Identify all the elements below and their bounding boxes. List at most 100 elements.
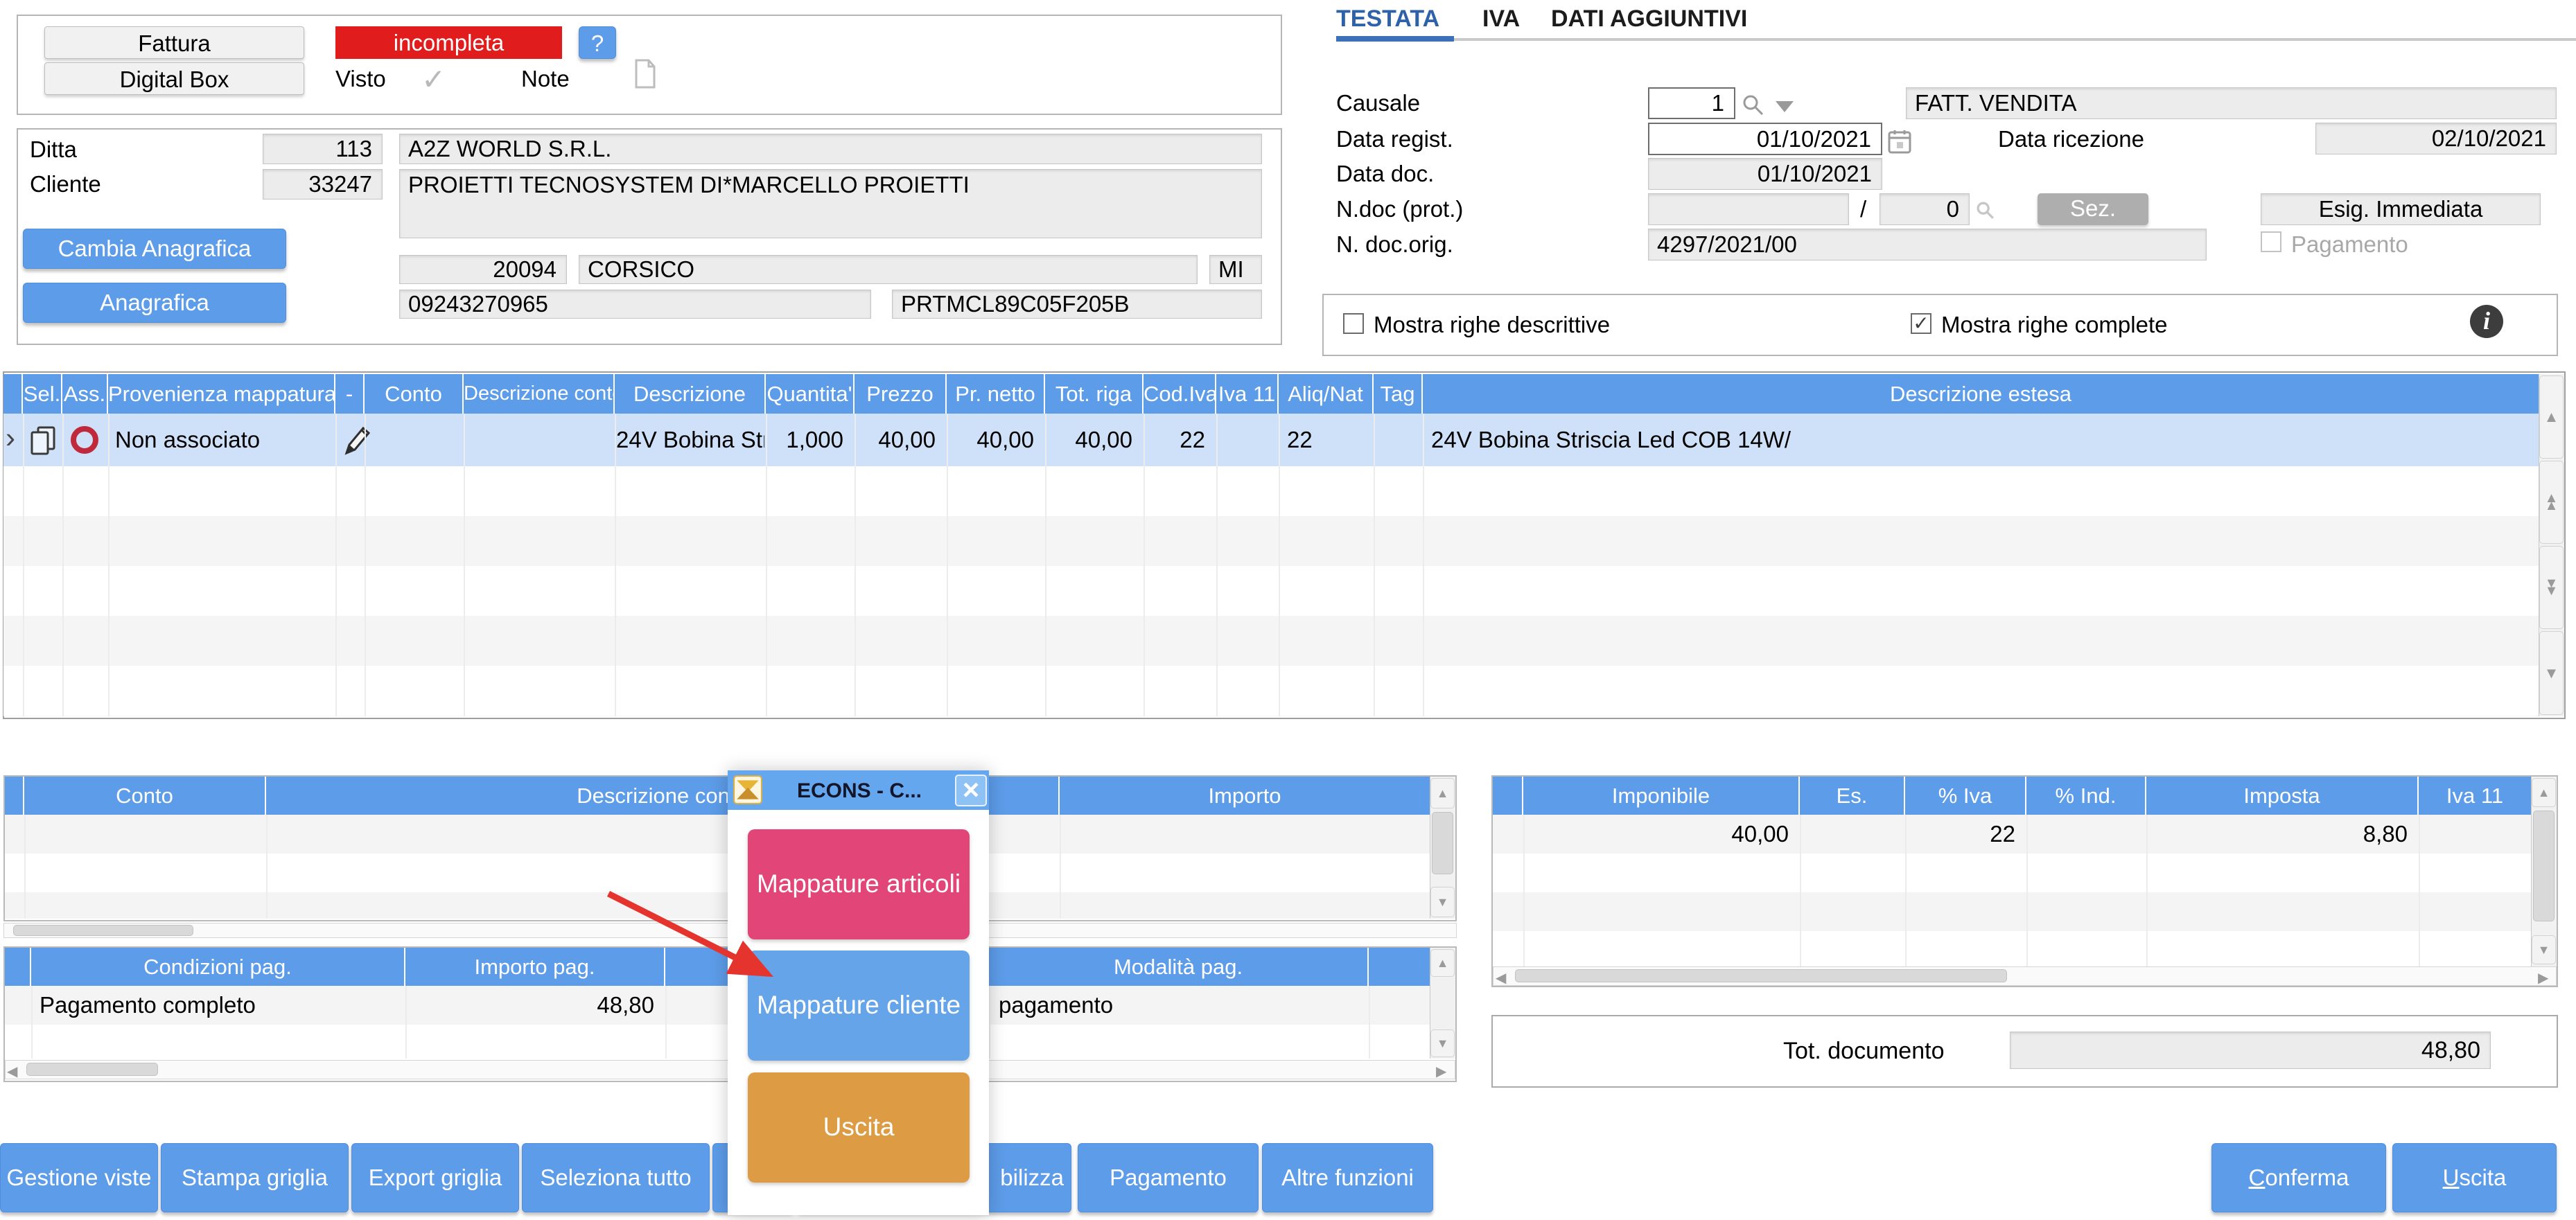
stampa-griglia-button[interactable]: Stampa griglia [161, 1143, 349, 1212]
fattura-button[interactable]: Fattura [44, 26, 304, 59]
grid-header-pr-netto[interactable]: Pr. netto [947, 374, 1045, 414]
iva-grid-header-iva11[interactable]: Iva 11 [2419, 777, 2531, 815]
cliente-name-field: PROIETTI TECNOSYSTEM DI*MARCELLO PROIETT… [399, 169, 1262, 238]
mappature-articoli-button[interactable]: Mappature articoli [748, 829, 970, 939]
anagrafica-button[interactable]: Anagrafica [23, 283, 286, 323]
causale-dropdown-icon[interactable] [1776, 101, 1794, 112]
dialog-close-icon[interactable]: × [955, 775, 987, 806]
mostra-descrittive-checkbox[interactable] [1343, 313, 1364, 334]
seleziona-tutto-button[interactable]: Seleziona tutto [522, 1143, 710, 1212]
scroll-page-up-icon[interactable]: ▲ ▲ [2539, 461, 2564, 544]
grid-header-aliq-nat[interactable]: Aliq/Nat [1279, 374, 1374, 414]
pagamenti-grid-header-end [1369, 948, 1430, 986]
scroll-up-icon[interactable]: ▲ [1430, 778, 1455, 808]
grid-header-quantita[interactable]: Quantita' [766, 374, 855, 414]
cliente-code-field[interactable]: 33247 [263, 169, 383, 200]
scrollbar-thumb[interactable] [26, 1063, 158, 1076]
grid-header-prezzo[interactable]: Prezzo [855, 374, 947, 414]
citta-field: CORSICO [579, 255, 1198, 284]
scroll-down-icon[interactable]: ▼ [1430, 887, 1455, 917]
ditta-code-field[interactable]: 113 [263, 134, 383, 164]
export-griglia-button[interactable]: Export griglia [351, 1143, 519, 1212]
iva-grid-header-imponibile[interactable]: Imponibile [1523, 777, 1800, 815]
help-button[interactable]: ? [579, 26, 616, 59]
grid-header-descrizione[interactable]: Descrizione [615, 374, 766, 414]
data-regist-input[interactable]: 01/10/2021 [1648, 123, 1882, 155]
grid-header-provenienza[interactable]: Provenienza mappatura [108, 374, 335, 414]
ndoc-num-field[interactable]: 0 [1880, 193, 1970, 225]
scroll-left-icon[interactable]: ◀ [1496, 971, 1507, 986]
column-separator [1523, 815, 1525, 966]
digital-box-button[interactable]: Digital Box [44, 62, 304, 95]
scroll-down-icon[interactable]: ▼ [1430, 1029, 1455, 1057]
iva-grid-header-perc-ind[interactable]: % Ind. [2026, 777, 2146, 815]
iva-grid-header-perc-iva[interactable]: % Iva [1905, 777, 2026, 815]
scroll-down-icon[interactable]: ▼ [2532, 935, 2556, 964]
causale-input[interactable]: 1 [1648, 87, 1735, 119]
table-row[interactable] [5, 986, 1430, 1025]
dialog-uscita-button[interactable]: Uscita [748, 1072, 970, 1183]
grid-header-dash[interactable]: - [335, 374, 365, 414]
grid-header-tot-riga[interactable]: Tot. riga [1045, 374, 1144, 414]
scrollbar-thumb[interactable] [1432, 812, 1453, 874]
scroll-right-icon[interactable]: ▶ [2538, 971, 2549, 986]
sez-button[interactable]: Sez. [2038, 193, 2148, 225]
grid-header-cod-iva[interactable]: Cod.Iva [1144, 374, 1216, 414]
tab-testata[interactable]: TESTATA [1336, 6, 1440, 32]
grid-header-iva11[interactable]: Iva 11 [1216, 374, 1279, 414]
scroll-up-icon[interactable]: ▲ [2539, 375, 2564, 459]
info-icon[interactable]: i [2470, 305, 2503, 338]
iva-grid-header-es[interactable]: Es. [1800, 777, 1905, 815]
grid-header-tag[interactable]: Tag [1374, 374, 1423, 414]
conferma-button[interactable]: Conferma [2211, 1143, 2386, 1212]
tab-iva[interactable]: IVA [1482, 6, 1521, 32]
mappature-cliente-button[interactable]: Mappature cliente [748, 951, 970, 1061]
scroll-page-down-icon[interactable]: ▼ ▼ [2539, 546, 2564, 629]
causale-search-icon[interactable] [1741, 93, 1766, 118]
pagamento-button[interactable]: Pagamento [1078, 1143, 1259, 1212]
ditta-name-field: A2Z WORLD S.R.L. [399, 134, 1262, 164]
iva-grid-header-imposta[interactable]: Imposta [2146, 777, 2419, 815]
ndoc-search-icon[interactable] [1975, 200, 1996, 221]
scroll-up-icon[interactable]: ▲ [1430, 949, 1455, 977]
ndoc-prot-field [1648, 193, 1849, 225]
copy-icon[interactable] [29, 425, 57, 456]
gestione-viste-button[interactable]: Gestione viste [0, 1143, 158, 1212]
grid-header-ass[interactable]: Ass. [62, 374, 108, 414]
altre-funzioni-button[interactable]: Altre funzioni [1262, 1143, 1433, 1212]
edit-pencil-icon[interactable] [341, 424, 371, 457]
row-imposta: 8,80 [2363, 821, 2408, 847]
scroll-right-icon[interactable]: ▶ [1436, 1064, 1447, 1079]
mostra-complete-checkbox[interactable]: ✓ [1911, 313, 1931, 334]
pagamenti-grid-header-importo[interactable]: Importo pag. [405, 948, 665, 986]
scrollbar-thumb[interactable] [2533, 811, 2555, 921]
note-document-icon[interactable] [634, 59, 656, 89]
uscita-button[interactable]: Uscita [2392, 1143, 2557, 1212]
grid-header-descrizione-conto[interactable]: Descrizione conto [464, 374, 615, 414]
grid-header-descrizione-estesa[interactable]: Descrizione estesa [1423, 374, 2539, 414]
grid-header-conto[interactable]: Conto [365, 374, 464, 414]
conto-grid-header-importo[interactable]: Importo [1060, 777, 1430, 815]
not-associated-icon[interactable] [71, 426, 98, 454]
calendar-icon[interactable] [1888, 129, 1911, 154]
column-separator [1216, 414, 1218, 716]
scrollbar-thumb[interactable] [13, 925, 193, 936]
scroll-down-icon[interactable]: ▼ [2539, 631, 2564, 715]
esigibilita-field[interactable]: Esig. Immediata [2261, 193, 2541, 225]
scroll-up-icon[interactable]: ▲ [2532, 778, 2556, 807]
cambia-anagrafica-button[interactable]: Cambia Anagrafica [23, 229, 286, 269]
row-expander-icon[interactable]: › [6, 421, 15, 454]
visto-check-icon[interactable]: ✓ [421, 63, 446, 96]
tab-dati-aggiuntivi[interactable]: DATI AGGIUNTIVI [1551, 6, 1748, 32]
pagamenti-grid-header-modalita[interactable]: Modalità pag. [989, 948, 1369, 986]
scrollbar-thumb[interactable] [1515, 969, 2007, 982]
dialog-titlebar[interactable] [728, 770, 989, 810]
cap-field: 20094 [399, 255, 567, 284]
conto-grid-header-conto[interactable]: Conto [24, 777, 266, 815]
scroll-left-icon[interactable]: ◀ [7, 1064, 18, 1079]
pagamenti-grid-header-condizioni[interactable]: Condizioni pag. [31, 948, 405, 986]
grid-header-sel[interactable]: Sel. [23, 374, 62, 414]
pagamento-checkbox[interactable] [2261, 231, 2281, 252]
table-row[interactable] [3, 414, 2539, 466]
